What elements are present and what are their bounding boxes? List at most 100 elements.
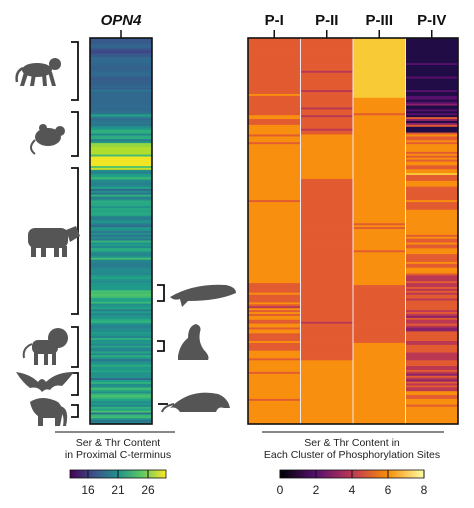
phospho-p-i-cell: [248, 364, 301, 367]
opn4-row-cell: [90, 402, 152, 406]
phospho-p-iv-cell: [405, 229, 458, 232]
opn4-row-cell: [90, 156, 152, 159]
phospho-heatmap-cells: [248, 38, 458, 425]
phospho-p-i-cell: [248, 163, 301, 166]
phospho-p-iv-cell: [405, 379, 458, 382]
opn4-row-cell: [90, 257, 152, 261]
phospho-p-ii-cell: [300, 194, 353, 197]
phospho-p-iii-cell: [353, 244, 406, 247]
phospho-p-iv-cell: [405, 149, 458, 153]
phospho-p-ii-cell: [300, 78, 353, 81]
opn4-row-cell: [90, 39, 152, 43]
phospho-p-iii-cell: [353, 173, 406, 176]
phospho-p-i-cell: [248, 404, 301, 408]
phospho-p-iii-cell: [353, 277, 406, 280]
phospho-p-i-cell: [248, 310, 301, 313]
phospho-p-iii-cell: [353, 319, 406, 323]
phospho-p-iv-cell: [405, 296, 458, 299]
phospho-p-i-cell: [248, 290, 301, 294]
opn4-row-cell: [90, 221, 152, 224]
phospho-p-i-cell: [248, 288, 301, 292]
phospho-p-iii-cell: [353, 99, 406, 103]
phospho-p-ii-cell: [300, 310, 353, 313]
opn4-row-cell: [90, 49, 152, 52]
phospho-p-ii-cell: [300, 364, 353, 367]
phospho-p-iv-cell: [405, 134, 458, 137]
opn4-row-cell: [90, 378, 152, 381]
phospho-p-iii-cell: [353, 368, 406, 371]
phospho-p-i-cell: [248, 95, 301, 99]
phospho-p-iv-cell: [405, 258, 458, 261]
phospho-p-ii-cell: [300, 261, 353, 265]
opn4-row-cell: [90, 217, 152, 220]
phospho-p-i-cell: [248, 298, 301, 301]
phospho-p-i-cell: [248, 72, 301, 76]
phospho-p-i-cell: [248, 302, 301, 305]
phospho-p-iv-cell: [405, 105, 458, 108]
phospho-heatmap-frame: [247, 37, 459, 425]
phospho-p-iv-cell: [405, 217, 458, 220]
phospho-p-ii-cell: [300, 55, 353, 58]
phospho-p-iv-cell: [405, 86, 458, 89]
phospho-p-ii-cell: [300, 128, 353, 132]
phospho-p-iii-cell: [353, 273, 406, 276]
phospho-p-i-cell: [248, 400, 301, 404]
phospho-p-i-cell: [248, 202, 301, 205]
phospho-p-iv-cell: [405, 88, 458, 91]
phospho-p-i-cell: [248, 373, 301, 377]
phospho-p-iii-cell: [353, 333, 406, 336]
phospho-p-ii-cell: [300, 120, 353, 124]
phospho-p-iv-cell: [405, 70, 458, 74]
phospho-p-ii-cell: [300, 346, 353, 350]
phospho-p-iii-cell: [353, 337, 406, 340]
opn4-row-cell: [90, 137, 152, 140]
phospho-p-ii-cell: [300, 190, 353, 193]
phospho-p-iv-cell: [405, 275, 458, 278]
phospho-p-iv-cell: [405, 350, 458, 353]
phospho-p-ii-cell: [300, 115, 353, 118]
phospho-p-i-cell: [248, 381, 301, 384]
phospho-p-i-cell: [248, 285, 301, 288]
phospho-p-ii-cell: [300, 111, 353, 114]
phospho-p-i-cell: [248, 391, 301, 394]
opn4-row-cell: [90, 387, 152, 391]
opn4-row-cell: [90, 383, 152, 387]
phospho-p-iii-cell: [353, 82, 406, 85]
opn4-row-cell: [90, 43, 152, 47]
phospho-p-iv-cell: [405, 308, 458, 311]
phospho-p-ii-cell: [300, 132, 353, 135]
phospho-p-iv-cell: [405, 418, 458, 421]
phospho-p-ii-cell: [300, 165, 353, 168]
phospho-p-i-cell: [248, 111, 301, 114]
phospho-p-iv-cell: [405, 151, 458, 155]
phospho-p-iv-cell: [405, 263, 458, 267]
phospho-p-i-cell: [248, 198, 301, 201]
phospho-p-i-cell: [248, 148, 301, 151]
phospho-p-ii-cell: [300, 354, 353, 357]
opn4-row-cell: [90, 87, 152, 90]
opn4-row-cell: [90, 85, 152, 89]
opn4-row-cell: [90, 248, 152, 251]
phospho-p-iii-cell: [353, 369, 406, 373]
opn4-row-cell: [90, 406, 152, 410]
phospho-p-i-cell: [248, 333, 301, 336]
phospho-p-iii-cell: [353, 134, 406, 137]
opn4-row-cell: [90, 416, 152, 419]
opn4-row-cell: [90, 145, 152, 148]
opn4-row-cell: [90, 318, 152, 322]
phospho-p-iv-cell: [405, 410, 458, 413]
phospho-p-i-cell: [248, 358, 301, 361]
phospho-p-i-cell: [248, 275, 301, 278]
phospho-p-iii-cell: [353, 178, 406, 182]
phospho-p-i-cell: [248, 213, 301, 216]
phospho-p-i-cell: [248, 188, 301, 191]
phospho-p-i-cell: [248, 385, 301, 388]
phospho-p-iv-cell: [405, 391, 458, 394]
opn4-row-cell: [90, 122, 152, 125]
phospho-p-iii-cell: [353, 93, 406, 97]
phospho-p-iii-cell: [353, 306, 406, 309]
phospho-p-i-cell: [248, 207, 301, 211]
phospho-p-iii-cell: [353, 265, 406, 269]
phospho-p-i-cell: [248, 140, 301, 143]
